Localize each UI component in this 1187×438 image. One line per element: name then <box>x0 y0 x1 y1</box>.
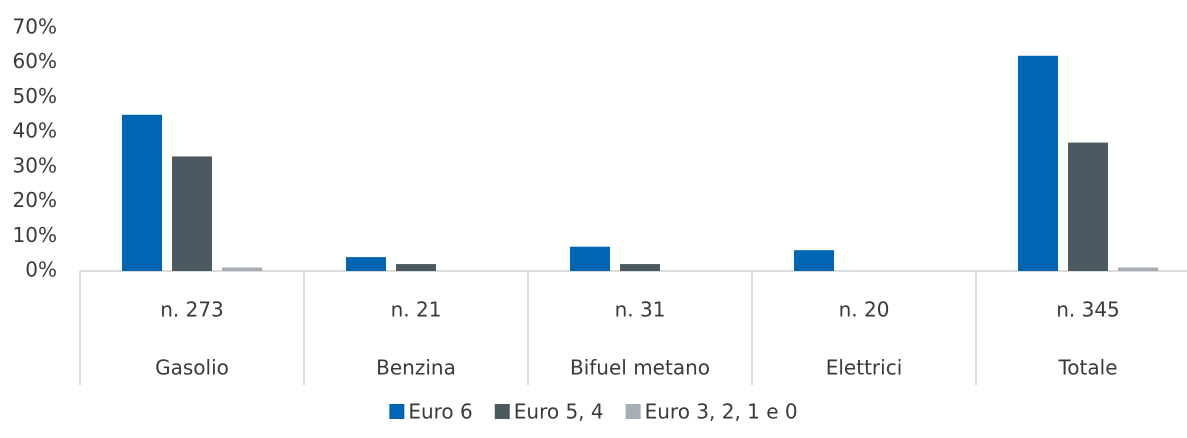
bar <box>396 264 436 271</box>
legend-label: Euro 3, 2, 1 e 0 <box>645 400 798 424</box>
bar <box>172 156 212 271</box>
bar <box>222 267 262 271</box>
y-tick-label: 10% <box>13 223 57 247</box>
bar <box>620 264 660 271</box>
bar <box>346 257 386 271</box>
legend-swatch <box>494 404 510 419</box>
legend: Euro 6 Euro 5, 4 Euro 3, 2, 1 e 0 <box>389 400 798 424</box>
legend-swatch <box>625 404 641 419</box>
category-count: n. 345 <box>1056 298 1120 322</box>
bar <box>1018 55 1058 272</box>
bar <box>1068 142 1108 271</box>
legend-swatch <box>389 404 405 419</box>
y-tick-label: 60% <box>13 49 57 73</box>
x-tick-label: Benzina <box>376 356 456 380</box>
bar <box>1118 267 1158 271</box>
bar <box>122 114 162 272</box>
x-tick-label: Bifuel metano <box>570 356 710 380</box>
bar <box>570 246 610 271</box>
category-count: n. 20 <box>839 298 890 322</box>
legend-label: Euro 5, 4 <box>514 400 604 424</box>
y-tick-label: 50% <box>13 84 57 108</box>
bar <box>794 250 834 271</box>
y-tick-label: 0% <box>25 258 57 282</box>
legend-label: Euro 6 <box>408 400 472 424</box>
x-tick-label: Gasolio <box>155 356 229 380</box>
category-count: n. 31 <box>615 298 666 322</box>
x-tick-label: Totale <box>1057 356 1117 380</box>
category-count: n. 21 <box>391 298 442 322</box>
y-tick-label: 20% <box>13 188 57 212</box>
y-tick-label: 70% <box>13 15 57 39</box>
y-tick-label: 40% <box>13 119 57 143</box>
x-tick-label: Elettrici <box>826 356 903 380</box>
category-count: n. 273 <box>160 298 224 322</box>
y-tick-label: 30% <box>13 153 57 177</box>
